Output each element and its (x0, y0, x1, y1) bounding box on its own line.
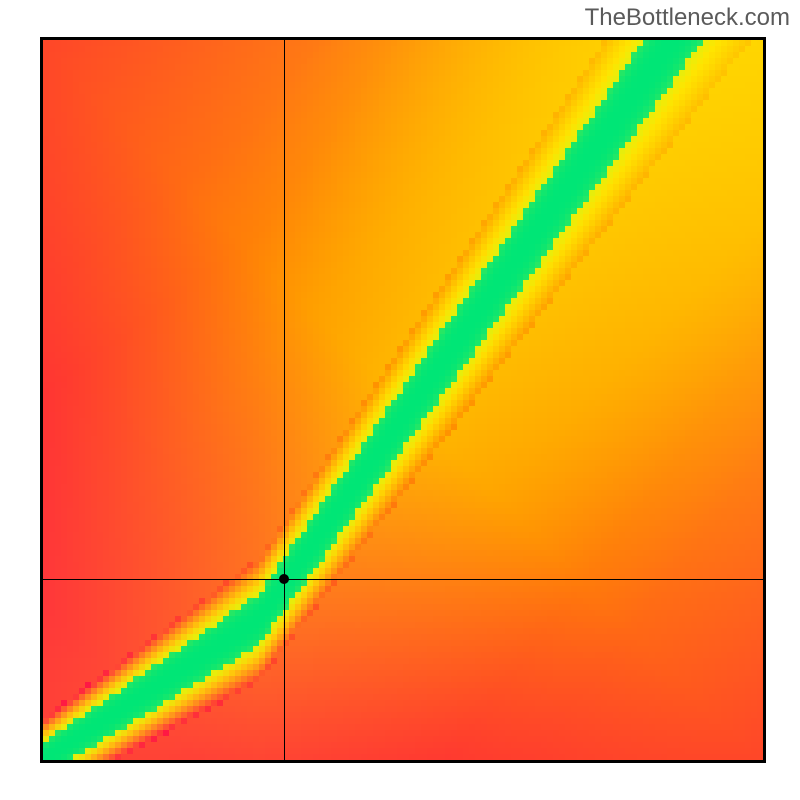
watermark-text: TheBottleneck.com (585, 4, 790, 32)
bottleneck-heatmap (43, 40, 763, 760)
crosshair-horizontal (43, 579, 763, 580)
heatmap-frame (40, 37, 766, 763)
crosshair-vertical (284, 40, 285, 760)
